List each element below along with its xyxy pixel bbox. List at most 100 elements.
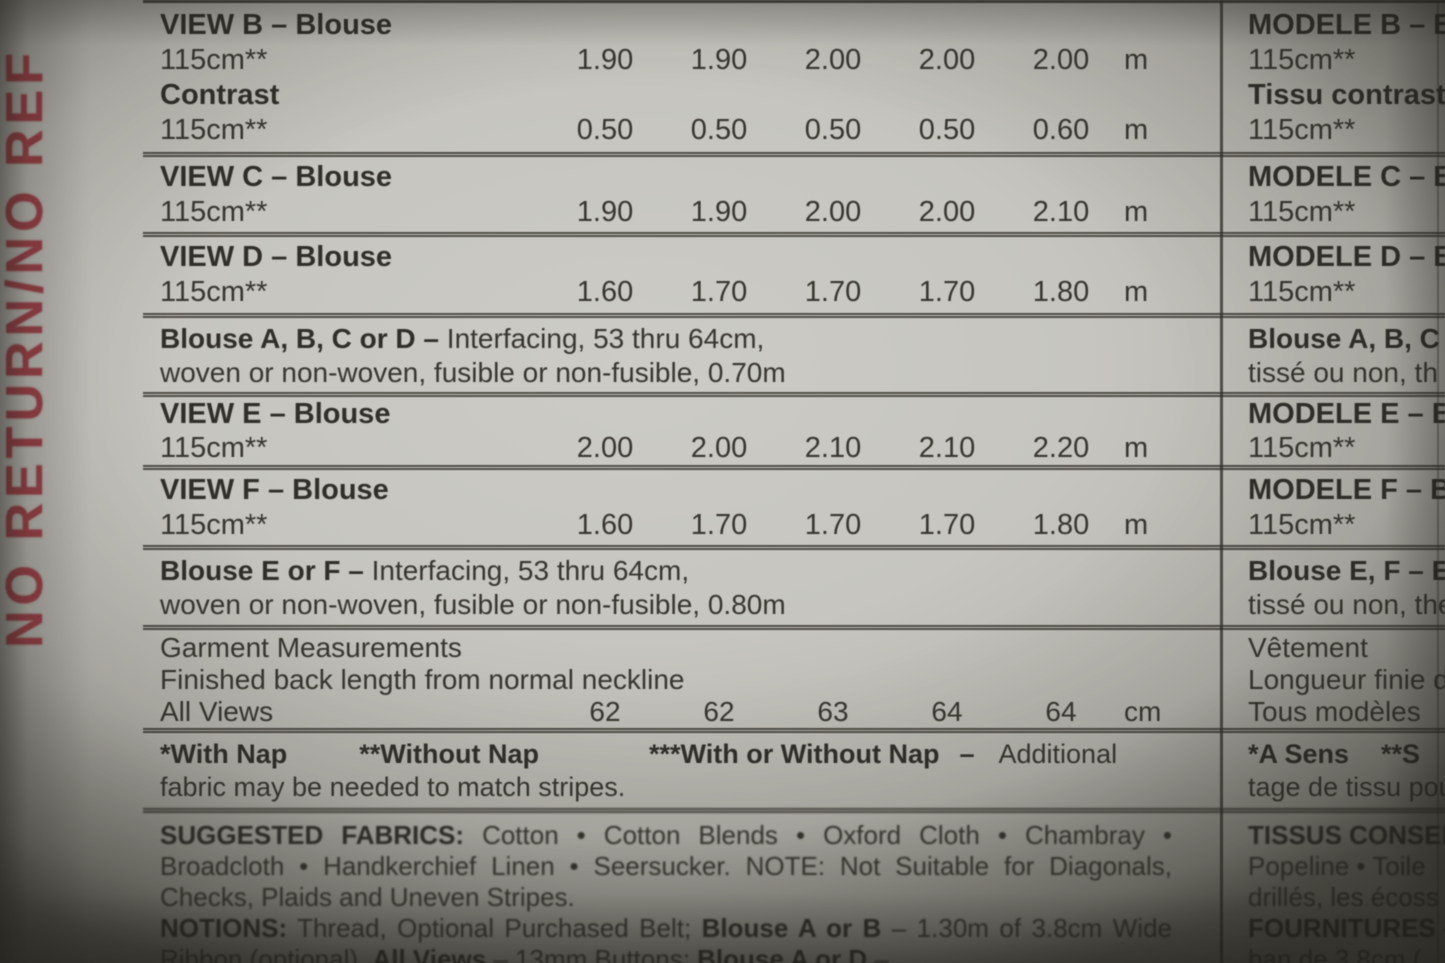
yardage-value: 2.10 — [804, 432, 862, 464]
interfacing-ef-lead: Blouse E or F – — [160, 555, 364, 586]
yardage-value: 1.90 — [576, 196, 634, 228]
table-row-fabrics-notions: SUGGESTED FABRICS: Cotton • Cotton Blend… — [143, 808, 1445, 963]
notions-text: – — [867, 944, 889, 963]
all-views-label: All Views — [160, 696, 274, 727]
contrast-title: Contrast — [160, 79, 280, 111]
yardage-value: 1.60 — [576, 509, 634, 541]
suggested-fabrics-paragraph: SUGGESTED FABRICS: Cotton • Cotton Blend… — [160, 820, 1172, 913]
notions-text: Thread, Optional Purchased Belt; — [287, 913, 702, 943]
view-d-width: 115cm** — [160, 276, 268, 308]
yardage-value: 2.00 — [804, 196, 862, 228]
yardage-value: 0.50 — [918, 114, 976, 146]
notions-bold-blouse-ad: Blouse A or D — [697, 944, 868, 963]
yardage-value: 0.50 — [690, 114, 748, 146]
yardage-value: 1.80 — [1032, 509, 1090, 541]
modele-f-width: 115cm** — [1248, 509, 1356, 541]
table-row-garment-measurements: Garment Measurements Finished back lengt… — [143, 625, 1445, 728]
yardage-value: 2.00 — [576, 432, 634, 464]
modele-e-width: 115cm** — [1248, 432, 1356, 464]
contrast-width: 115cm** — [160, 114, 268, 146]
yardage-value: 1.70 — [690, 509, 748, 541]
view-f-title: VIEW F – Blouse — [160, 474, 389, 506]
view-f-width: 115cm** — [160, 509, 268, 541]
yardage-value: 0.50 — [576, 114, 634, 146]
table-row-view-c: VIEW C – Blouse 115cm** 1.90 1.90 2.00 2… — [143, 152, 1445, 232]
yardage-value: 1.60 — [576, 276, 634, 308]
yardage-unit: m — [1124, 276, 1149, 308]
yardage-value: 1.90 — [690, 196, 748, 228]
view-c-title: VIEW C – Blouse — [160, 161, 393, 193]
tissus-fr-line2: Popeline • Toile — [1248, 851, 1426, 881]
garment-measurements-subtitle: Finished back length from normal necklin… — [160, 664, 685, 695]
yardage-value: 1.70 — [918, 509, 976, 541]
no-return-stamp: NO RETURN/NO REF — [0, 48, 54, 648]
nap-additional: Additional — [998, 739, 1118, 769]
view-e-width: 115cm** — [160, 432, 268, 464]
garment-measurements-title: Garment Measurements — [160, 632, 462, 663]
yardage-value: 1.70 — [804, 276, 862, 308]
tous-modeles-line: Tous modèles — [1248, 696, 1421, 727]
suggested-fabrics-label: SUGGESTED FABRICS: — [160, 820, 465, 850]
yardage-value: 1.70 — [690, 276, 748, 308]
interfacing-ef-line1: Interfacing, 53 thru 64cm, — [363, 555, 690, 586]
length-value: 62 — [589, 696, 621, 727]
yardage-value: 2.00 — [1032, 44, 1090, 76]
notions-label: NOTIONS: — [160, 913, 288, 943]
yardage-value: 2.00 — [918, 196, 976, 228]
without-nap-label: **Without Nap — [359, 739, 539, 769]
modele-d-title: MODELE D – Bl — [1248, 241, 1445, 273]
modele-d-width: 115cm** — [1248, 276, 1356, 308]
tissus-conseilles-label: TISSUS CONSEIL — [1248, 820, 1445, 850]
table-row-view-e: VIEW E – Blouse 115cm** 2.00 2.00 2.10 2… — [143, 392, 1445, 465]
a-sens-label: *A Sens — [1248, 739, 1350, 769]
modele-b-width: 115cm** — [1248, 44, 1356, 76]
notions-bold-blouse-ab: Blouse A or B — [701, 913, 882, 943]
tissus-fr-line3: drillés, les écoss — [1248, 882, 1439, 912]
view-c-width: 115cm** — [160, 196, 268, 228]
yardage-value: 2.10 — [918, 432, 976, 464]
table-row-interfacing-ef: Blouse E or F – Interfacing, 53 thru 64c… — [143, 545, 1445, 625]
table-row-view-b: VIEW B – Blouse 115cm** 1.90 1.90 2.00 2… — [143, 0, 1445, 152]
yardage-value: 2.10 — [1032, 196, 1090, 228]
with-or-without-nap-label: ***With or Without Nap — [648, 739, 940, 769]
nap-dash: – — [959, 739, 975, 769]
modele-c-width: 115cm** — [1248, 196, 1356, 228]
fabric-requirements-table: VIEW B – Blouse 115cm** 1.90 1.90 2.00 2… — [143, 0, 1445, 963]
yardage-value: 2.20 — [1032, 432, 1090, 464]
yardage-value: 2.00 — [804, 44, 862, 76]
interfacing-abcd-fr-line1: Blouse A, B, C o — [1248, 323, 1445, 354]
interfacing-ef-line2: woven or non-woven, fusible or non-fusib… — [160, 589, 786, 620]
fournitures-line2: ban de 3.8cm ( — [1248, 944, 1422, 963]
fournitures-label: FOURNITURES – — [1248, 913, 1445, 943]
length-value: 64 — [1045, 696, 1077, 727]
yardage-value: 0.60 — [1032, 114, 1090, 146]
length-value: 64 — [931, 696, 963, 727]
view-b-width: 115cm** — [160, 44, 268, 76]
interfacing-ef-fr-line1: Blouse E, F – En — [1248, 555, 1445, 586]
interfacing-abcd-line2: woven or non-woven, fusible or non-fusib… — [160, 357, 786, 388]
interfacing-abcd-fr-line2: tissé ou non, th — [1248, 357, 1438, 388]
yardage-unit: m — [1124, 509, 1149, 541]
interfacing-ef-fr-line2: tissé ou non, the — [1248, 589, 1445, 620]
yardage-value: 1.80 — [1032, 276, 1090, 308]
vetement-line: Vêtement — [1248, 632, 1368, 663]
yardage-value: 1.70 — [918, 276, 976, 308]
yardage-unit: m — [1124, 196, 1149, 228]
view-d-title: VIEW D – Blouse — [160, 241, 393, 273]
yardage-value: 1.90 — [576, 44, 634, 76]
table-row-nap-note: *With Nap **Without Nap ***With or Witho… — [143, 728, 1445, 808]
nap-note-line2: fabric may be needed to match stripes. — [160, 772, 626, 802]
yardage-unit: m — [1124, 44, 1149, 76]
modele-c-title: MODELE C – B — [1248, 161, 1445, 193]
yardage-value: 2.00 — [918, 44, 976, 76]
yardage-unit: m — [1124, 114, 1149, 146]
view-e-title: VIEW E – Blouse — [160, 398, 391, 430]
view-b-title: VIEW B – Blouse — [160, 9, 393, 41]
notions-paragraph: NOTIONS: Thread, Optional Purchased Belt… — [160, 913, 1172, 963]
tissu-contrastant-title: Tissu contrasta — [1248, 79, 1445, 111]
interfacing-abcd-lead: Blouse A, B, C or D – — [160, 323, 440, 354]
nap-note-fr-line2: tage de tissu pou — [1248, 772, 1445, 802]
yardage-value: 2.00 — [690, 432, 748, 464]
with-nap-label: *With Nap — [160, 739, 288, 769]
